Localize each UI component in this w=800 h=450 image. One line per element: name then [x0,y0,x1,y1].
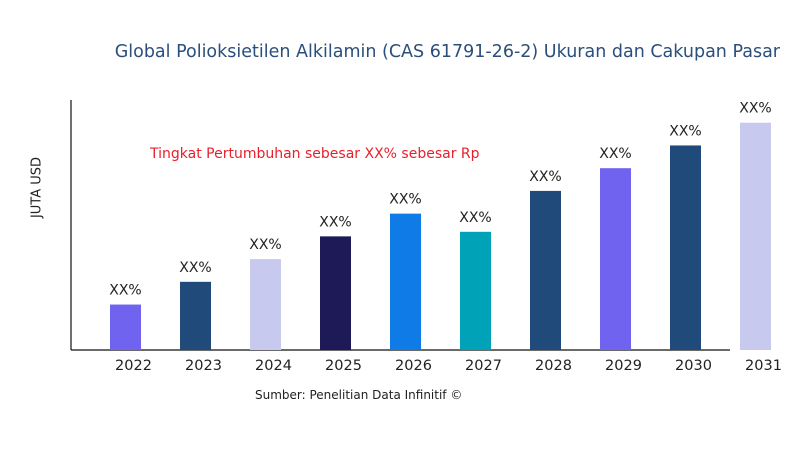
chart-title: Global Polioksietilen Alkilamin (CAS 617… [114,42,780,62]
x-tick-label-2031: 2031 [745,358,782,374]
bar-2026 [390,213,421,350]
bar-2028 [530,190,561,350]
data-label-2022: XX% [109,283,141,299]
bar-2030 [670,145,701,350]
source-note: Sumber: Penelitian Data Infinitif © [255,388,463,402]
data-label-2029: XX% [599,146,631,162]
bar-2031 [740,122,771,351]
bar-2024 [250,259,281,350]
data-label-2024: XX% [249,237,281,253]
x-tick-label-2028: 2028 [535,358,572,374]
data-label-2031: XX% [739,101,771,117]
growth-annotation: Tingkat Pertumbuhan sebesar XX% sebesar … [150,146,480,162]
data-label-2023: XX% [179,260,211,276]
data-label-2025: XX% [319,214,351,230]
x-tick-label-2023: 2023 [185,358,222,374]
bar-2023 [180,281,211,350]
bar-2029 [600,168,631,350]
x-tick-label-2027: 2027 [465,358,502,374]
x-tick-label-2030: 2030 [675,358,712,374]
x-tick-label-2026: 2026 [395,358,432,374]
x-tick-label-2025: 2025 [325,358,362,374]
bar-2025 [320,236,351,350]
x-tick-label-2024: 2024 [255,358,292,374]
data-label-2027: XX% [459,210,491,226]
data-label-2026: XX% [389,192,421,208]
data-label-2028: XX% [529,169,561,185]
bar-2027 [460,231,491,350]
x-tick-label-2029: 2029 [605,358,642,374]
data-label-2030: XX% [669,123,701,139]
x-tick-label-2022: 2022 [115,358,152,374]
bar-2022 [110,304,141,350]
